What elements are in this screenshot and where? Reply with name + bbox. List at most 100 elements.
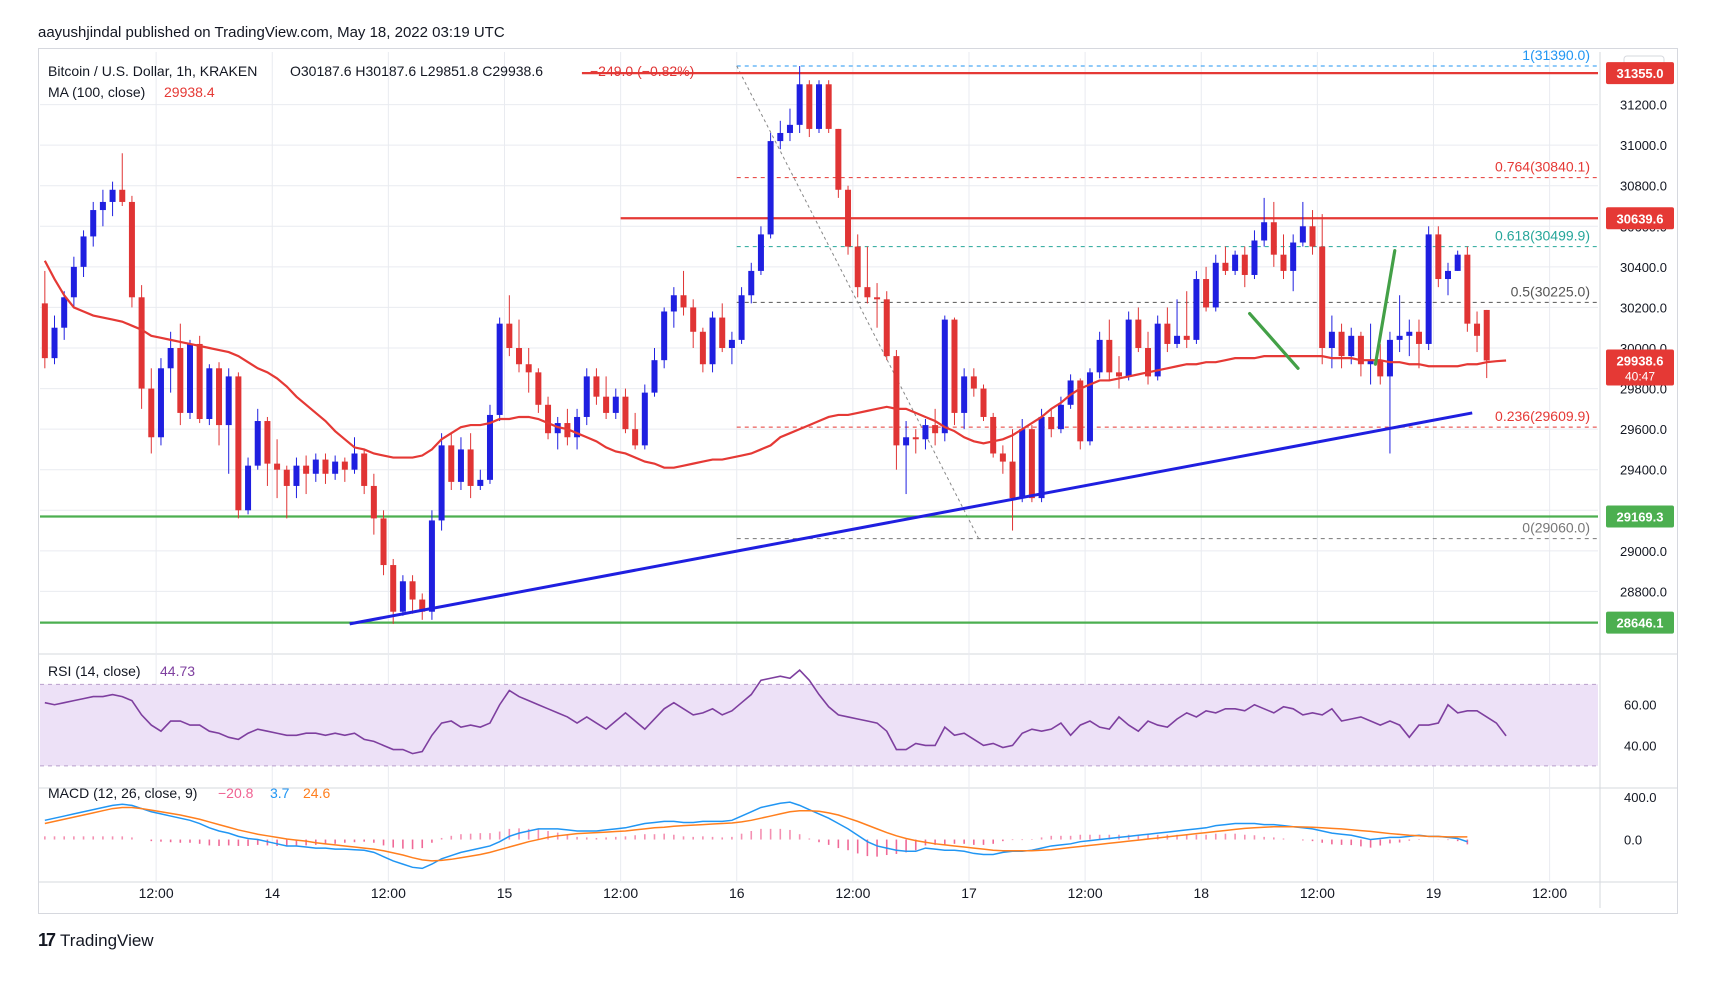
x-tick-label: 14 <box>264 885 280 901</box>
candle-body <box>351 453 358 470</box>
candle-body <box>593 376 600 397</box>
x-tick-label: 12:00 <box>139 885 174 901</box>
candle-body <box>1135 319 1142 348</box>
candle-body <box>825 84 832 129</box>
candle-body <box>583 376 590 417</box>
tradingview-logo[interactable]: 17 TradingView <box>38 930 154 951</box>
candle-body <box>786 124 793 133</box>
candle-body <box>1396 335 1403 340</box>
candle-body <box>709 317 716 365</box>
price-axis-tag-label: 28646.1 <box>1617 616 1664 631</box>
fib-level-label: 1(31390.0) <box>1522 47 1590 63</box>
candle-body <box>1415 331 1422 344</box>
candle-body <box>245 465 252 511</box>
candle-body <box>1270 222 1277 255</box>
candle-body <box>1280 254 1287 271</box>
price-axis-tag-label: 29169.3 <box>1617 510 1664 525</box>
candle-body <box>806 84 813 129</box>
candle-body <box>728 339 735 348</box>
candle-body <box>1367 360 1374 365</box>
candle-body <box>380 518 387 566</box>
candle-body <box>1251 240 1258 275</box>
candle-body <box>332 461 339 474</box>
projection-arrow <box>1248 311 1300 370</box>
candle-body <box>99 201 106 211</box>
y-tick-label: 29400.0 <box>1620 463 1667 478</box>
candle-body <box>1386 339 1393 377</box>
fib-diagonal <box>736 65 980 539</box>
candle-body <box>1203 279 1210 308</box>
candle-body <box>835 128 842 190</box>
macd-signal-line <box>44 806 1468 862</box>
candle-body <box>941 319 948 434</box>
price-axis-tag <box>1606 62 1674 85</box>
chart-title: Bitcoin / U.S. Dollar, 1h, KRAKEN <box>48 63 257 79</box>
candle-body <box>1183 335 1190 340</box>
candle-body <box>264 421 271 464</box>
ma-legend-value: 29938.4 <box>164 84 215 100</box>
candle-body <box>922 425 929 440</box>
rsi-y-tick-label: 60.00 <box>1624 698 1657 713</box>
candle-body <box>109 189 116 202</box>
candle-body <box>622 396 629 430</box>
candle-body <box>119 189 126 202</box>
candle-body <box>1067 380 1074 405</box>
x-tick-label: 19 <box>1426 885 1442 901</box>
candle-body <box>545 404 552 434</box>
x-tick-label: 12:00 <box>371 885 406 901</box>
macd-legend-macd-value: 3.7 <box>270 785 290 801</box>
candle-body <box>1125 319 1132 377</box>
candle-body <box>1377 360 1384 377</box>
candle-body <box>680 295 687 308</box>
candle-body <box>893 356 900 446</box>
candle-body <box>1348 335 1355 357</box>
candle-body <box>990 416 997 454</box>
candle-body <box>419 599 426 612</box>
candle-body <box>1474 323 1481 336</box>
candle-body <box>1193 279 1200 340</box>
candle-body <box>312 459 319 474</box>
candle-body <box>51 327 58 359</box>
price-axis-tag <box>1606 505 1674 528</box>
macd-legend-label: MACD (12, 26, close, 9) <box>48 785 197 801</box>
x-tick-label: 15 <box>497 885 513 901</box>
candle-body <box>206 368 213 419</box>
candle-body <box>457 449 464 482</box>
macd-line <box>44 801 1468 870</box>
candle-body <box>796 84 803 125</box>
y-tick-label: 31200.0 <box>1620 98 1667 113</box>
candle-body <box>874 297 881 300</box>
rsi-legend-value: 44.73 <box>160 663 195 679</box>
ma-legend-label: MA (100, close) <box>48 84 145 100</box>
candle-body <box>177 348 184 413</box>
candle-body <box>1009 461 1016 499</box>
candle-body <box>506 323 513 348</box>
x-tick-label: 18 <box>1193 885 1209 901</box>
candle-body <box>235 376 242 511</box>
macd-legend-histogram-value: −20.8 <box>218 785 254 801</box>
price-axis-tag <box>1606 207 1674 230</box>
candle-body <box>157 368 164 438</box>
candle-body <box>883 299 890 357</box>
candle-body <box>370 485 377 519</box>
candle-body <box>1057 404 1064 430</box>
candle-body <box>1212 262 1219 308</box>
y-tick-label: 28800.0 <box>1620 584 1667 599</box>
candle-body <box>1483 309 1490 361</box>
candle-body <box>1464 254 1471 324</box>
y-tick-label: 31000.0 <box>1620 138 1667 153</box>
candle-body <box>1232 254 1239 271</box>
projection-arrow <box>1373 249 1397 366</box>
candle-body <box>322 459 329 474</box>
candle-body <box>341 461 348 470</box>
fib-level-label: 0.5(30225.0) <box>1511 283 1590 299</box>
candle-body <box>303 465 310 474</box>
candle-body <box>148 388 155 438</box>
y-tick-label: 29000.0 <box>1620 544 1667 559</box>
candle-body <box>1241 254 1248 275</box>
candle-body <box>951 319 958 413</box>
candle-body <box>1425 234 1432 344</box>
candle-body <box>1028 429 1035 499</box>
candle-body <box>603 396 610 413</box>
